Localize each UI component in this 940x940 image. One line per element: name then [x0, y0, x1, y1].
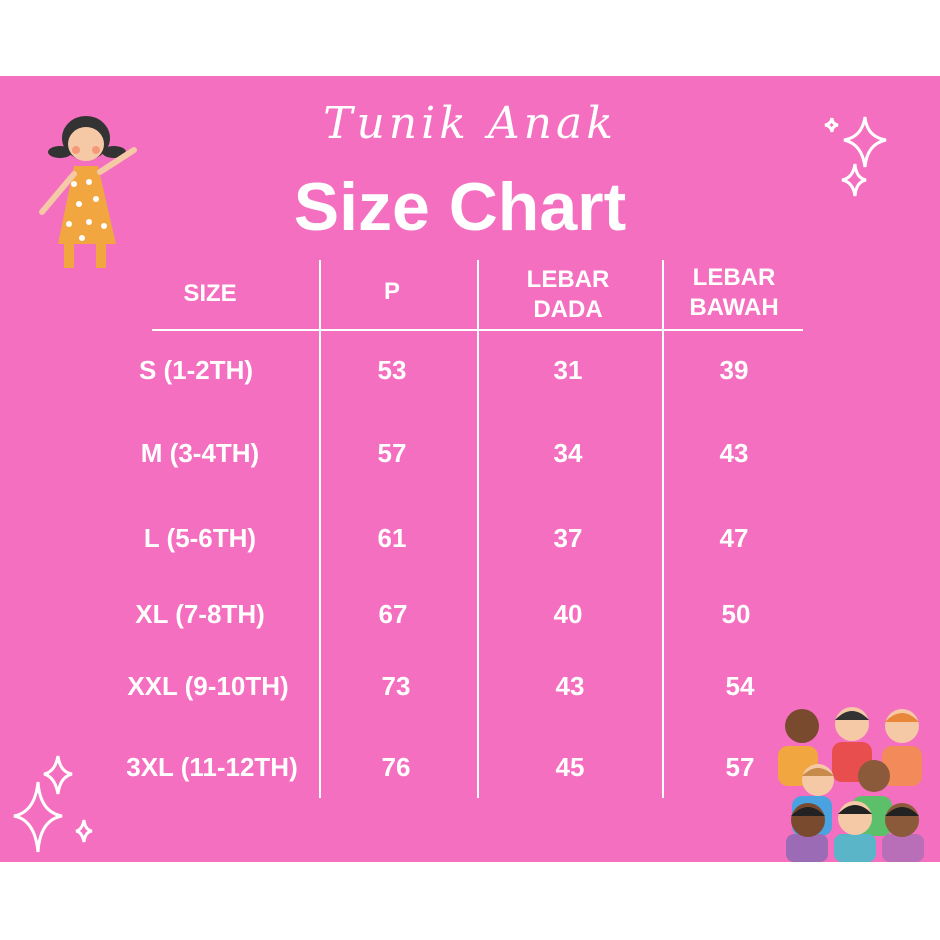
p-cell: 67 — [378, 599, 408, 629]
p-cell: 61 — [377, 523, 407, 553]
lebar-dada-cell: 31 — [553, 355, 583, 385]
size-cell: XXL (9-10TH) — [127, 671, 289, 701]
lebar-dada-cell: 37 — [553, 523, 583, 553]
header-line: LEBAR — [526, 266, 610, 293]
column-divider — [662, 260, 664, 798]
size-cell: M (3-4TH) — [140, 438, 260, 468]
lebar-dada-cell: 43 — [555, 671, 585, 701]
size-cell: S (1-2TH) — [138, 355, 254, 385]
script-title: Tunik Anak — [323, 98, 617, 149]
lebar-bawah-cell: 47 — [719, 523, 749, 553]
lebar-bawah-cell: 39 — [719, 355, 749, 385]
lebar-bawah-cell: 54 — [725, 671, 755, 701]
kids-group-illustration — [778, 707, 924, 862]
header-lebar-dada: LEBAR DADA — [527, 265, 610, 325]
header-line: DADA — [533, 296, 603, 323]
lebar-dada-cell: 34 — [553, 438, 583, 468]
lebar-dada-cell: 45 — [555, 752, 585, 782]
p-cell: 73 — [381, 671, 411, 701]
p-cell: 53 — [377, 355, 407, 385]
size-cell: XL (7-8TH) — [135, 599, 265, 629]
size-cell: L (5-6TH) — [143, 523, 257, 553]
column-divider — [477, 260, 479, 798]
header-line: LEBAR — [692, 264, 776, 291]
header-p: P — [383, 278, 401, 305]
sparkle-icon — [13, 755, 93, 853]
lebar-bawah-cell: 57 — [725, 752, 755, 782]
girl-illustration — [39, 116, 137, 268]
header-size: SIZE — [183, 280, 237, 307]
p-cell: 76 — [381, 752, 411, 782]
column-divider — [319, 260, 321, 798]
p-cell: 57 — [377, 438, 407, 468]
page-title: Size Chart — [293, 169, 627, 245]
header-lebar-bawah: LEBAR BAWAH — [689, 263, 778, 323]
size-cell: 3XL (11-12TH) — [126, 752, 298, 782]
sparkle-icon — [824, 116, 887, 197]
lebar-bawah-cell: 43 — [719, 438, 749, 468]
header-divider — [152, 329, 803, 331]
size-chart-poster: Tunik Anak Size Chart — [0, 76, 940, 862]
lebar-dada-cell: 40 — [553, 599, 583, 629]
lebar-bawah-cell: 50 — [721, 599, 751, 629]
header-line: BAWAH — [689, 294, 779, 321]
